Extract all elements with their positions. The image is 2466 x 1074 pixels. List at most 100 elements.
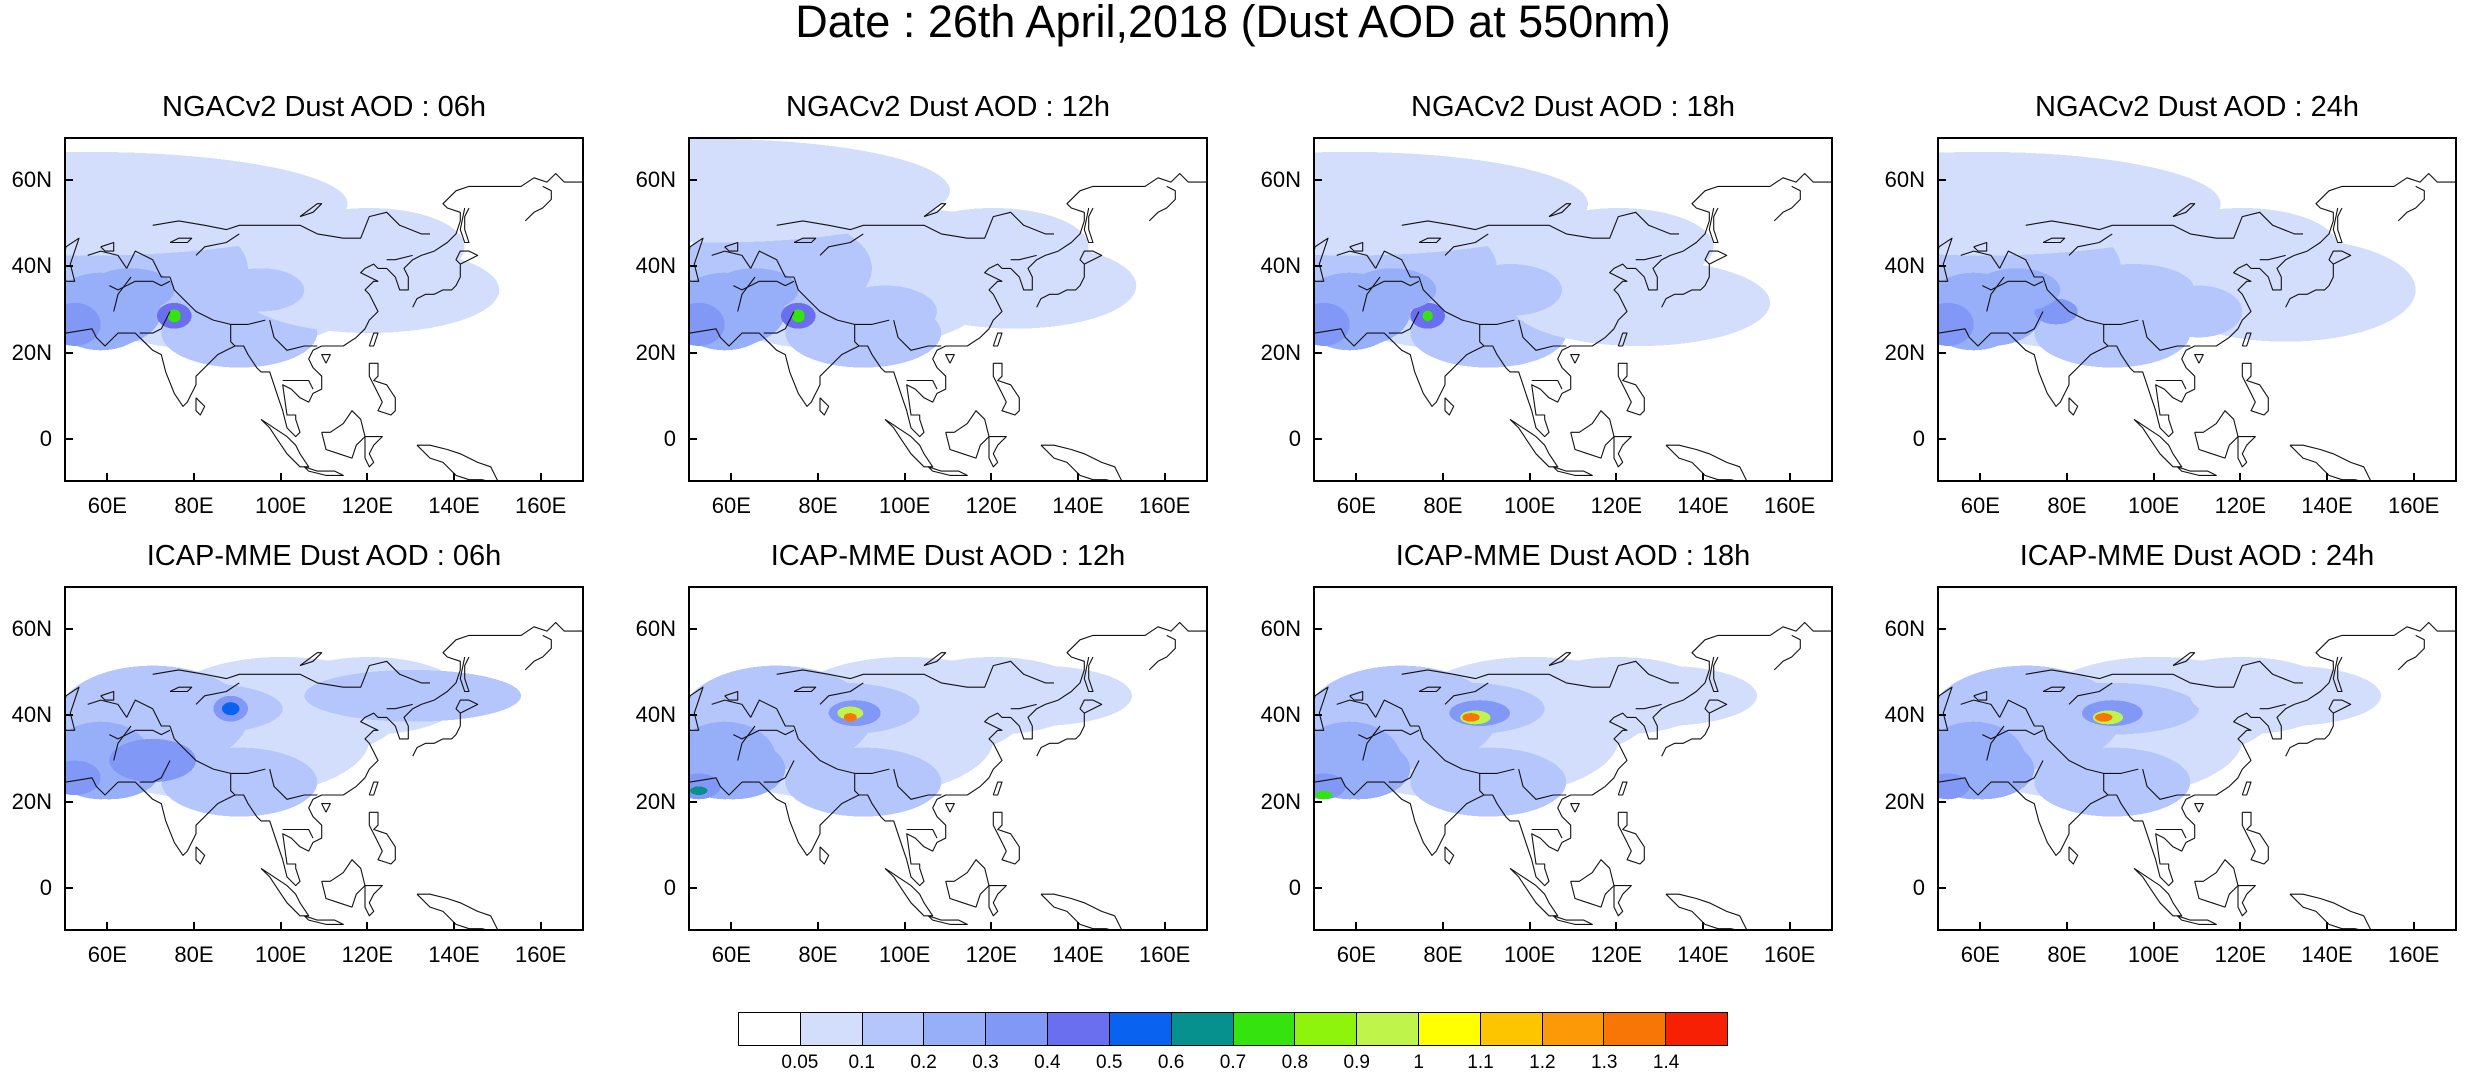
panel-title: NGACv2 Dust AOD : 18h — [1411, 91, 1735, 123]
coastline — [750, 250, 794, 278]
lon-tick-label: 60E — [711, 942, 751, 967]
coastline — [1479, 324, 1485, 347]
coastline — [126, 699, 170, 727]
coastline — [1570, 803, 1580, 813]
lat-tick-label: 20N — [1260, 339, 1301, 365]
coastline — [893, 768, 942, 800]
coastline — [1036, 250, 1103, 308]
coastline — [126, 250, 170, 278]
coastline — [113, 725, 132, 761]
coastline — [819, 397, 830, 416]
lon-tick-label: 160E — [514, 942, 567, 967]
coastline — [1613, 885, 1632, 917]
coastline — [2025, 211, 2303, 239]
coastline — [1982, 729, 2044, 740]
lat-tick — [688, 886, 697, 889]
coastline — [2155, 828, 2187, 839]
lon-tick — [2066, 473, 2068, 482]
coastline — [459, 207, 470, 244]
coastline — [2042, 686, 2066, 693]
lon-tick-label: 100E — [2127, 493, 2180, 518]
coastline — [1388, 760, 1420, 783]
dust-region — [217, 268, 305, 312]
lat-tick — [1313, 714, 1322, 717]
colorbar-label: 1.2 — [1529, 1052, 1556, 1073]
lat-tick — [64, 628, 73, 631]
lat-tick — [1313, 800, 1322, 803]
coastline — [945, 410, 990, 459]
lon-tick — [366, 473, 369, 482]
lon-tick — [2326, 922, 2328, 931]
lon-tick — [193, 922, 195, 931]
coastline — [1773, 634, 1801, 671]
coastline — [2142, 768, 2191, 800]
lon-tick-label: 60E — [87, 942, 127, 967]
coastline — [2142, 319, 2191, 351]
coastline — [1315, 237, 1329, 282]
dust-region — [785, 747, 942, 817]
lat-tick-label: 60N — [1884, 616, 1925, 642]
lon-tick-label: 100E — [878, 942, 931, 967]
colorbar-label: 0.8 — [1281, 1052, 1309, 1073]
lat-tick — [64, 886, 73, 889]
coastline — [884, 867, 934, 917]
lat-tick — [1937, 265, 1946, 268]
lon-tick-label: 140E — [428, 493, 480, 518]
colorbar-label: 1.1 — [1467, 1052, 1494, 1073]
lon-tick-label: 160E — [1763, 493, 1816, 518]
dust-region — [161, 747, 318, 817]
lon-tick-label: 80E — [798, 942, 838, 967]
map-svg — [1939, 151, 2455, 480]
lon-tick-label: 120E — [341, 942, 394, 967]
lat-tick-label: 0 — [39, 425, 52, 451]
coastline — [2397, 634, 2425, 671]
lat-tick — [1937, 179, 1946, 182]
coastline — [1375, 699, 1419, 727]
lon-tick — [990, 473, 993, 482]
coastline — [1418, 276, 1515, 325]
coastline — [2068, 846, 2079, 865]
lon-tick-label: 60E — [1960, 493, 2000, 518]
coastline — [1336, 250, 1377, 269]
coastline — [819, 682, 864, 705]
lon-tick-label: 80E — [2047, 942, 2087, 967]
coastline — [1982, 280, 2044, 291]
coastline — [1349, 690, 1364, 701]
lon-tick-label: 140E — [1052, 493, 1104, 518]
coastline — [169, 725, 266, 774]
coastline — [321, 803, 331, 813]
lat-tick-label: 20N — [635, 788, 676, 814]
coastline — [169, 237, 193, 244]
coastline — [321, 354, 331, 364]
lon-tick-label: 80E — [2047, 493, 2087, 518]
lat-tick-label: 40N — [11, 702, 52, 728]
coastline — [776, 660, 1054, 688]
dust-region — [1315, 151, 1588, 256]
coastline — [321, 859, 366, 908]
lon-tick — [817, 473, 819, 482]
coastline — [724, 241, 739, 252]
dust-region — [239, 246, 500, 333]
coastline — [1336, 699, 1377, 718]
coastline — [139, 311, 171, 334]
dust-region — [66, 302, 101, 346]
coastline — [1083, 207, 1094, 244]
coastline — [2133, 418, 2183, 468]
coastline — [282, 379, 314, 390]
dust-region — [833, 285, 937, 338]
coastline — [1444, 233, 1489, 256]
coastline — [2176, 915, 2217, 925]
coastline — [368, 332, 379, 347]
lat-tick — [1937, 800, 1946, 803]
lon-tick — [1442, 922, 1444, 931]
lon-tick — [279, 473, 282, 482]
lat-tick — [1937, 437, 1946, 440]
lat-tick — [688, 179, 697, 182]
lat-tick-label: 40N — [1884, 702, 1925, 728]
coastline — [1418, 725, 1515, 774]
colorbar-label: 0.6 — [1157, 1052, 1185, 1073]
coastline — [113, 276, 132, 312]
dust-region — [1939, 773, 1970, 800]
dust-region — [690, 139, 950, 243]
lon-tick-label: 60E — [1336, 493, 1376, 518]
